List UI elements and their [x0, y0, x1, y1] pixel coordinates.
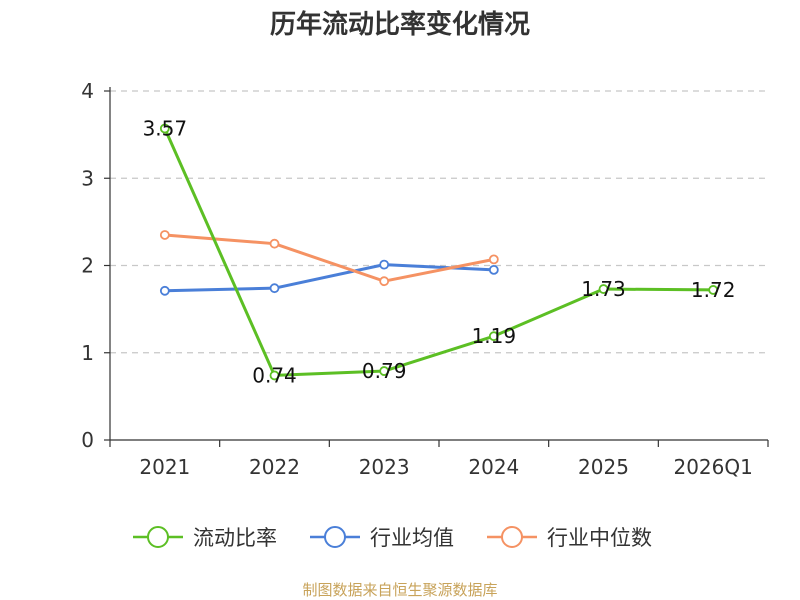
data-point[interactable]	[269, 283, 280, 294]
x-tick-label: 2026Q1	[673, 455, 752, 479]
data-point[interactable]	[379, 366, 390, 376]
x-tick-label: 2024	[468, 455, 519, 479]
data-label: 1.72	[691, 278, 736, 302]
chart-title: 历年流动比率变化情况	[270, 9, 530, 40]
series-0	[159, 123, 719, 381]
data-point[interactable]	[379, 276, 390, 287]
series-1	[159, 259, 499, 296]
y-tick-label: 0	[81, 428, 94, 452]
x-tick-label: 2025	[578, 455, 629, 479]
legend-marker	[147, 526, 169, 548]
x-tick-label: 2021	[139, 455, 190, 479]
data-point[interactable]	[159, 230, 170, 240]
axes: 0 1 2 3 4 2021 2022 2023 2024 2025 2026Q1	[81, 79, 769, 479]
data-point[interactable]	[159, 123, 170, 134]
legend-item[interactable]: 流动比率	[133, 526, 277, 550]
data-point[interactable]	[159, 285, 170, 296]
legend-label: 行业均值	[370, 526, 454, 550]
data-labels: 3.57 0.74 0.79 1.19 1.73 1.72	[143, 117, 736, 388]
source-note: 制图数据来自恒生聚源数据库	[302, 581, 497, 599]
data-point[interactable]	[598, 284, 609, 294]
data-label: 1.73	[581, 277, 626, 301]
data-label: 3.57	[143, 117, 188, 141]
legend-marker	[501, 526, 523, 548]
series-line	[163, 127, 714, 377]
data-point[interactable]	[379, 259, 390, 270]
data-point[interactable]	[269, 238, 280, 249]
y-tick-label: 4	[81, 79, 94, 103]
data-label: 1.19	[472, 324, 517, 348]
grid	[110, 90, 768, 354]
series-layer	[159, 123, 719, 381]
series-line	[164, 263, 494, 293]
y-tick-label: 1	[81, 341, 94, 365]
legend-item[interactable]: 行业均值	[310, 526, 454, 550]
legend-item[interactable]: 行业中位数	[487, 526, 652, 550]
series-line	[164, 233, 495, 283]
y-tick-label: 3	[81, 166, 94, 190]
data-point[interactable]	[488, 264, 499, 275]
data-point[interactable]	[488, 331, 499, 342]
legend[interactable]: 流动比率 行业均值 行业中位数	[133, 526, 652, 550]
data-point[interactable]	[269, 370, 280, 381]
legend-label: 行业中位数	[547, 526, 652, 550]
x-tick-label: 2023	[359, 455, 410, 479]
data-point[interactable]	[708, 285, 719, 295]
x-tick-label: 2022	[249, 455, 300, 479]
legend-marker	[324, 526, 346, 548]
data-point[interactable]	[488, 254, 499, 265]
y-tick-label: 2	[81, 254, 94, 278]
data-label: 0.79	[362, 359, 407, 383]
data-label: 0.74	[252, 363, 297, 387]
series-2	[159, 230, 499, 287]
legend-label: 流动比率	[193, 526, 277, 550]
